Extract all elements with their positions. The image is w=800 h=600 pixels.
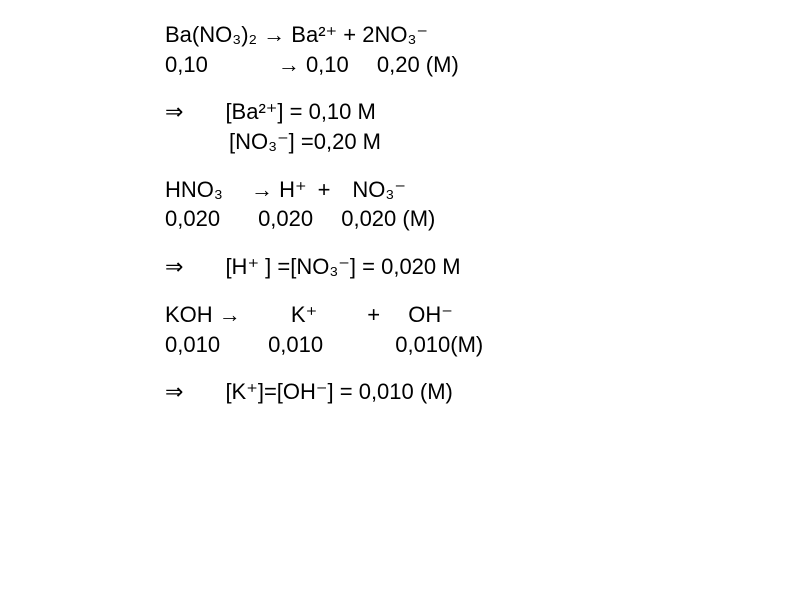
conc-koh-text: [K⁺]=[OH⁻] = 0,010 (M) [225, 379, 452, 404]
eq-koh: KOH → K⁺ + OH⁻ [165, 300, 800, 330]
conclusion-hno3: [H⁺ ] =[NO₃⁻] = 0,020 M [165, 252, 800, 282]
implies-icon [165, 254, 183, 279]
values-koh: 0,010 0,010 0,010(M) [165, 330, 800, 360]
eq-hno3: HNO₃ → H⁺ + NO₃⁻ [165, 175, 800, 205]
conclusion-no3: [NO₃⁻] =0,20 M [165, 127, 800, 157]
conc-hno3-text: [H⁺ ] =[NO₃⁻] = 0,020 M [225, 254, 460, 279]
implies-icon [165, 379, 183, 404]
conclusion-koh: [K⁺]=[OH⁻] = 0,010 (M) [165, 377, 800, 407]
implies-icon [165, 99, 183, 124]
value-right: 0,010 0,010(M) [268, 332, 483, 357]
value-left: 0,020 [165, 206, 220, 231]
values-hno3: 0,020 0,020 0,020 (M) [165, 204, 800, 234]
conc-ba-text: [Ba²⁺] = 0,10 M [225, 99, 375, 124]
conclusion-ba: [Ba²⁺] = 0,10 M [165, 97, 800, 127]
value-right: → 0,10 0,20 (M) [278, 52, 459, 77]
conc-no3-text: [NO₃⁻] =0,20 M [229, 129, 381, 154]
value-left: 0,010 [165, 332, 220, 357]
values-barium-nitrate: 0,10 → 0,10 0,20 (M) [165, 50, 800, 80]
chemistry-content: Ba(NO₃)₂ → Ba²⁺ + 2NO₃⁻ 0,10 → 0,10 0,20 … [0, 0, 800, 407]
value-left: 0,10 [165, 52, 208, 77]
eq-barium-nitrate: Ba(NO₃)₂ → Ba²⁺ + 2NO₃⁻ [165, 20, 800, 50]
value-right: 0,020 0,020 (M) [258, 206, 435, 231]
